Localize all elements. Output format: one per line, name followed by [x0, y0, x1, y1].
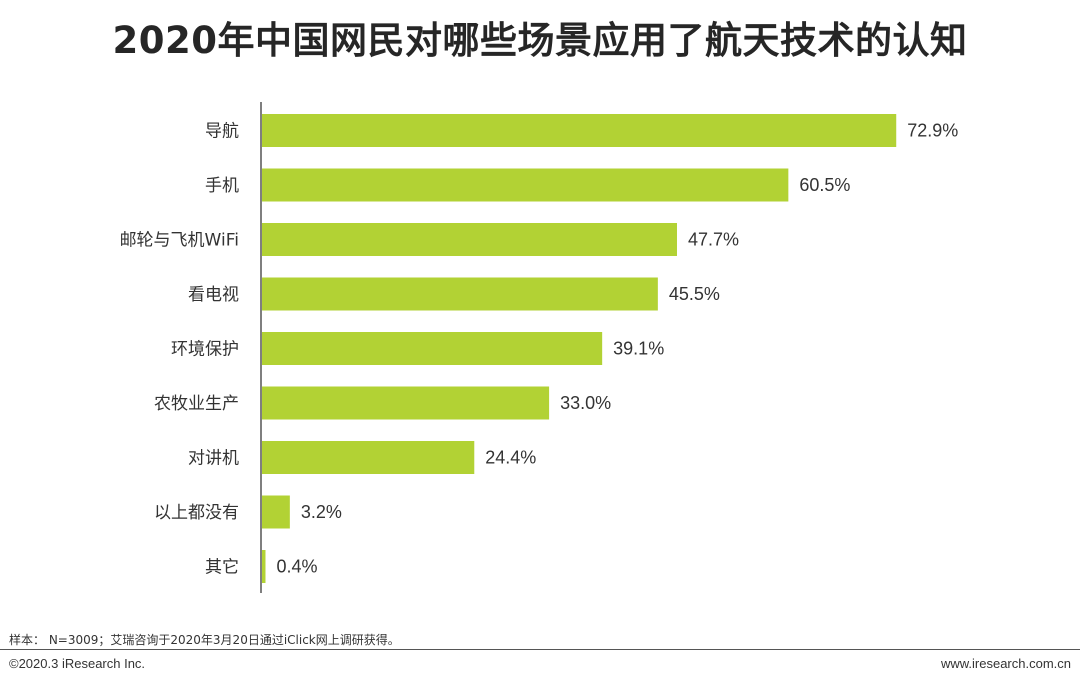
- value-label: 47.7%: [688, 230, 739, 250]
- value-label: 45.5%: [669, 284, 720, 304]
- copyright-text: ©2020.3 iResearch Inc.: [9, 656, 146, 671]
- category-label: 邮轮与飞机WiFi: [120, 231, 239, 251]
- value-label: 60.5%: [799, 175, 850, 195]
- value-label: 0.4%: [276, 557, 317, 577]
- bar-7: [262, 495, 290, 529]
- value-label: 24.4%: [485, 448, 536, 468]
- bar-3: [262, 277, 658, 311]
- category-label: 农牧业生产: [154, 394, 239, 414]
- value-label: 39.1%: [613, 339, 664, 359]
- bars-group: 导航 72.9% 手机 60.5% 邮轮与飞机WiFi 47.7% 看电视 45.5% 环境保护…: [120, 114, 958, 583]
- category-label: 其它: [205, 558, 239, 578]
- website-link[interactable]: www.iresearch.com.cn: [940, 656, 1071, 671]
- bar-5: [262, 386, 550, 420]
- bar-chart: 导航 72.9% 手机 60.5% 邮轮与飞机WiFi 47.7% 看电视 45.5% 环境保护…: [120, 102, 958, 593]
- sample-note: 样本： N=3009；艾瑞咨询于2020年3月20日通过iClick网上调研获得…: [9, 633, 400, 647]
- bar-8: [262, 550, 266, 583]
- bar-2: [262, 223, 677, 256]
- bar-4: [262, 332, 603, 365]
- category-label: 看电视: [188, 285, 239, 305]
- bar-1: [262, 168, 789, 202]
- chart-title: 2020年中国网民对哪些场景应用了航天技术的认知: [112, 19, 968, 62]
- category-label: 以上都没有: [154, 503, 239, 523]
- category-label: 对讲机: [188, 449, 239, 469]
- category-label: 手机: [205, 176, 239, 196]
- category-label: 环境保护: [171, 340, 239, 360]
- value-label: 3.2%: [301, 502, 342, 522]
- footer-divider: [0, 649, 1080, 650]
- bar-6: [262, 441, 475, 474]
- bar-0: [262, 114, 897, 147]
- category-label: 导航: [205, 122, 239, 142]
- value-label: 33.0%: [560, 393, 611, 413]
- value-label: 72.9%: [907, 121, 958, 141]
